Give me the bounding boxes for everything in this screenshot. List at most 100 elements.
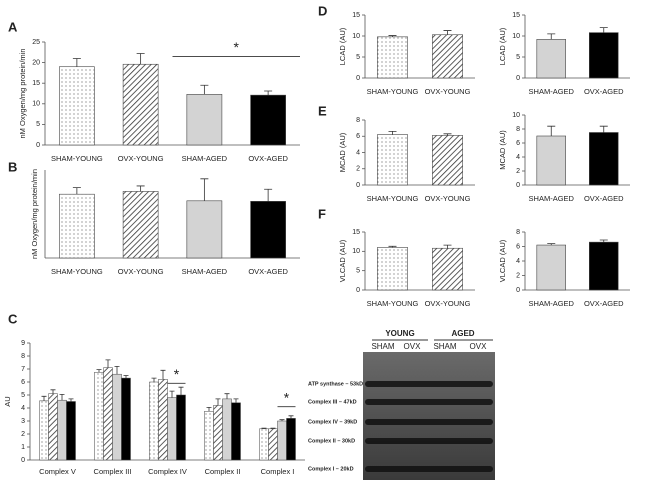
bar: [268, 428, 278, 461]
panel-label: D: [318, 3, 327, 18]
y-tick-label: 5: [356, 268, 360, 275]
x-tick-label: SHAM-AGED: [182, 267, 228, 276]
y-axis-label: nM Oxygen/mg protein/min: [18, 48, 27, 138]
western-blot: YOUNG AGED SHAM OVX SHAM OVX ATP synthase – 53…: [308, 329, 495, 480]
chart-panel: 0 5 10 15 LCAD (AU) SHAM-AGED OVX-AGED: [498, 12, 630, 96]
y-tick-label: 10: [352, 33, 360, 40]
y-tick-label: 0: [36, 142, 40, 149]
error-bar: [136, 53, 145, 65]
error-bar: [443, 133, 452, 136]
bar: [59, 66, 95, 146]
chart-panel: BnM Oxygen/mg protein/min SHAM-YOUNG OVX-Y…: [8, 159, 300, 276]
error-bar: [270, 427, 276, 429]
panel-label: A: [8, 19, 18, 34]
panel-label: B: [8, 159, 17, 174]
y-tick-label: 8: [21, 353, 25, 360]
y-axis-label: VLCAD (AU): [338, 239, 347, 282]
x-tick-label: SHAM-YOUNG: [51, 154, 103, 163]
error-bar: [206, 406, 212, 412]
band-label: Complex IV – 39kD: [308, 419, 357, 425]
y-tick-label: 4: [21, 405, 25, 412]
error-bar: [123, 375, 129, 379]
x-tick-label: OVX-AGED: [584, 299, 624, 308]
y-tick-label: 3: [21, 418, 25, 425]
x-tick-label: OVX-YOUNG: [425, 87, 471, 96]
y-tick-label: 5: [21, 392, 25, 399]
error-bar: [178, 386, 184, 395]
bar: [231, 402, 241, 461]
bar: [204, 411, 214, 461]
blot-image: [363, 352, 495, 480]
error-bar: [279, 419, 285, 421]
error-bar: [599, 27, 608, 33]
protein-band: [365, 438, 493, 444]
significance-mark: *: [284, 389, 290, 405]
error-bar: [72, 187, 81, 195]
bar: [377, 36, 408, 79]
error-bar: [547, 33, 556, 40]
error-bar: [388, 35, 397, 37]
y-tick-label: 25: [32, 39, 40, 46]
protein-band: [365, 381, 493, 387]
error-bar: [215, 398, 221, 406]
bar: [213, 405, 223, 461]
bar: [259, 428, 269, 461]
error-bar: [41, 395, 47, 401]
x-tick-label: Complex I: [261, 467, 295, 476]
error-bar: [114, 366, 120, 375]
y-tick-label: 6: [356, 133, 360, 140]
error-bar: [59, 393, 65, 401]
bar: [112, 373, 122, 461]
significance-mark: *: [174, 366, 180, 382]
y-tick-label: 2: [21, 431, 25, 438]
band-label: Complex III – 47kD: [308, 399, 357, 405]
y-tick-label: 7: [21, 366, 25, 373]
x-tick-label: Complex III: [94, 467, 132, 476]
error-bar: [264, 188, 273, 202]
bar: [149, 381, 159, 461]
bar: [39, 400, 49, 461]
error-bar: [68, 398, 74, 402]
bar: [536, 135, 566, 186]
y-tick-label: 2: [516, 168, 520, 175]
bar: [589, 132, 619, 186]
error-bar: [388, 130, 397, 135]
y-tick-label: 5: [36, 121, 40, 128]
bar: [94, 372, 104, 461]
y-tick-label: 2: [516, 272, 520, 279]
y-tick-label: 15: [32, 80, 40, 87]
error-bar: [160, 369, 166, 380]
bar: [286, 418, 296, 461]
x-tick-label: Complex II: [205, 467, 241, 476]
error-bar: [288, 415, 294, 419]
error-bar: [200, 84, 209, 95]
y-tick-label: 10: [352, 248, 360, 255]
x-tick-label: OVX-AGED: [584, 87, 624, 96]
group-label: AGED: [451, 329, 474, 338]
y-axis-label: VLCAD (AU): [498, 239, 507, 282]
bar: [121, 377, 131, 461]
y-tick-label: 6: [516, 243, 520, 250]
y-axis-label: MCAD (AU): [338, 132, 347, 172]
x-tick-label: SHAM-YOUNG: [367, 194, 419, 203]
y-tick-label: 15: [352, 12, 360, 19]
y-tick-label: 6: [516, 140, 520, 147]
error-bar: [599, 125, 608, 133]
chart-panel: 0 5 10 15 20 25 AnM Oxygen/mg protein/min SHAM-…: [8, 19, 300, 163]
protein-band: [365, 466, 493, 472]
band-label: Complex I – 20kD: [308, 466, 354, 472]
bar: [59, 193, 95, 259]
y-tick-label: 0: [356, 287, 360, 294]
y-tick-label: 4: [516, 154, 520, 161]
lane-label: SHAM: [371, 342, 394, 351]
y-tick-label: 0: [516, 75, 520, 82]
error-bar: [547, 125, 556, 136]
error-bar: [50, 389, 56, 394]
y-tick-label: 0: [516, 287, 520, 294]
lane-label: OVX: [404, 342, 422, 351]
bar: [66, 401, 76, 461]
y-tick-label: 10: [32, 101, 40, 108]
bar: [103, 367, 113, 461]
y-axis-label: MCAD (AU): [498, 130, 507, 170]
